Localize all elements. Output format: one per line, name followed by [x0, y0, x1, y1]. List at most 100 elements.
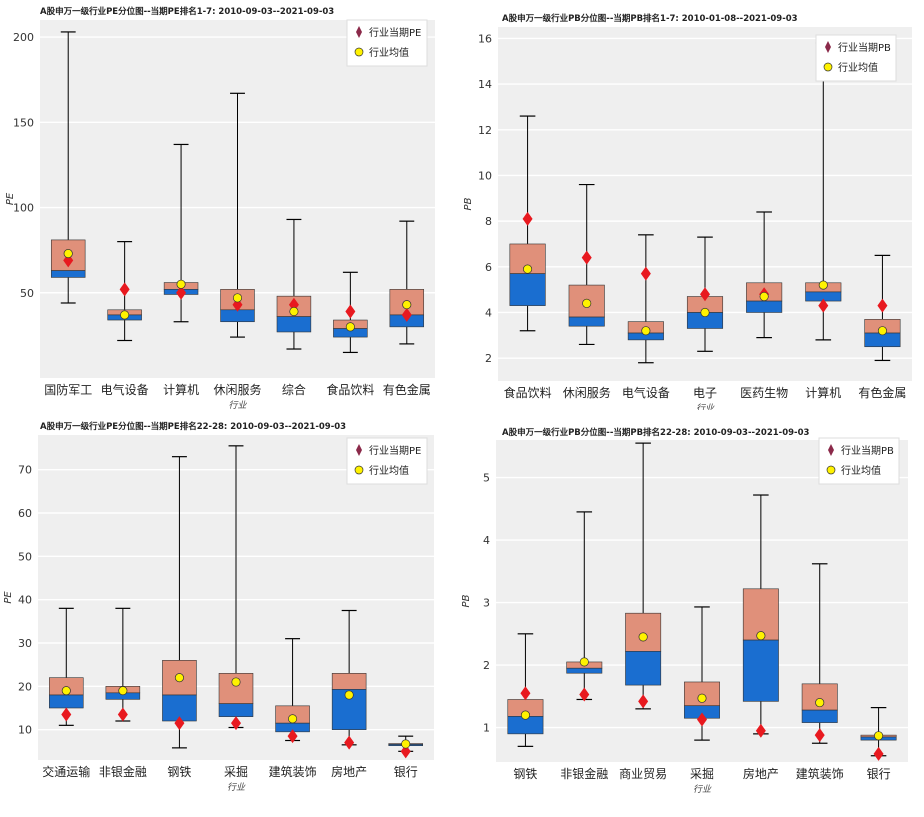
legend-box — [815, 34, 897, 82]
box-4 — [218, 445, 254, 731]
legend-current-marker — [825, 41, 831, 53]
mean-marker — [118, 686, 128, 696]
box-5 — [742, 494, 779, 738]
current-value-marker — [174, 716, 185, 731]
current-value-marker — [287, 729, 298, 744]
mean-marker — [700, 307, 710, 318]
box-upper-q3-median — [218, 673, 254, 704]
mean-marker — [874, 731, 884, 741]
chart-title: A股申万一级行业PB分位图--当期PB排名22-28: 2010-09-03--… — [502, 428, 810, 438]
x-category-label: 建筑装饰 — [269, 764, 317, 779]
box-2 — [107, 241, 142, 342]
current-value-marker — [818, 298, 829, 313]
legend-current-marker — [356, 444, 362, 456]
x-category-label: 休闲服务 — [563, 385, 611, 400]
mean-marker — [63, 249, 73, 259]
mean-marker — [344, 690, 354, 700]
y-tick-label: 40 — [18, 594, 32, 607]
current-value-marker — [873, 746, 884, 761]
current-value-marker — [638, 694, 649, 709]
y-tick-label: 70 — [18, 464, 32, 477]
mean-marker — [815, 698, 825, 708]
legend-label-current: 行业当期PE — [369, 26, 421, 39]
chart-panel-pe-top: A股申万一级行业PE分位图--当期PE排名1-7: 2010-09-03--20… — [0, 0, 460, 410]
current-value-marker — [344, 735, 355, 750]
y-tick-label: 1 — [483, 722, 490, 735]
x-axis-label: 行业 — [696, 403, 715, 410]
box-lower-median-q1 — [801, 709, 838, 723]
legend: 行业当期PE 行业均值 — [346, 437, 428, 485]
y-tick-label: 6 — [485, 261, 492, 274]
x-category-label: 银行 — [394, 765, 418, 779]
mean-marker — [402, 300, 412, 310]
y-tick-label: 60 — [18, 507, 32, 520]
mean-marker — [288, 714, 298, 724]
x-category-label: 非银金融 — [560, 766, 608, 781]
chart-title: A股申万一级行业PE分位图--当期PE排名1-7: 2010-09-03--20… — [40, 7, 335, 17]
y-tick-label: 4 — [485, 306, 492, 319]
mean-marker — [579, 657, 589, 667]
box-2 — [566, 511, 603, 702]
x-category-label: 休闲服务 — [213, 382, 261, 397]
y-tick-label: 2 — [485, 352, 492, 365]
box-3 — [625, 442, 662, 710]
legend-label-mean: 行业均值 — [838, 61, 878, 74]
y-tick-label: 50 — [20, 287, 34, 300]
current-value-marker — [520, 686, 531, 701]
box-5 — [276, 218, 312, 350]
box-1 — [49, 607, 84, 726]
box-lower-median-q1 — [746, 300, 783, 313]
mean-marker — [232, 293, 243, 303]
mean-marker — [345, 322, 355, 332]
current-value-marker — [579, 687, 590, 702]
legend: 行业当期PB 行业均值 — [815, 34, 897, 82]
legend-mean-marker — [826, 465, 836, 475]
current-value-marker — [814, 728, 825, 743]
chart-title: A股申万一级行业PE分位图--当期PE排名22-28: 2010-09-03--… — [40, 422, 347, 432]
x-axis-label: 行业 — [693, 784, 712, 795]
y-tick-label: 16 — [478, 32, 492, 45]
legend-current-marker — [356, 26, 362, 38]
legend-mean-marker — [354, 47, 364, 57]
box-6 — [801, 563, 838, 744]
box-1 — [509, 115, 546, 332]
legend-label-current: 行业当期PE — [369, 444, 421, 457]
box-3 — [163, 143, 199, 323]
y-tick-label: 10 — [478, 169, 492, 182]
legend-box — [346, 19, 428, 67]
x-category-label: 有色金属 — [383, 382, 431, 397]
mean-marker — [697, 693, 707, 703]
x-category-label: 非银金融 — [99, 764, 147, 779]
box-lower-median-q1 — [568, 316, 605, 327]
y-tick-label: 5 — [483, 472, 490, 485]
y-axis-label: PB — [462, 594, 472, 607]
legend-box — [346, 437, 428, 485]
box-1 — [50, 31, 86, 304]
current-value-marker — [176, 285, 187, 300]
current-value-marker — [522, 211, 533, 226]
x-category-label: 综合 — [282, 382, 306, 397]
box-4 — [220, 92, 255, 338]
y-tick-label: 8 — [485, 215, 492, 228]
mean-marker — [638, 632, 648, 642]
legend-mean-marker — [823, 62, 833, 72]
box-5 — [746, 211, 783, 339]
box-upper-q3-median — [331, 673, 367, 690]
legend-mean-marker — [354, 465, 364, 475]
x-category-label: 建筑装饰 — [796, 766, 844, 781]
mean-marker — [520, 710, 530, 720]
mean-marker — [818, 280, 828, 290]
box-3 — [627, 234, 664, 364]
current-value-marker — [877, 298, 888, 313]
y-tick-label: 100 — [13, 202, 34, 215]
legend-label-mean: 行业均值 — [369, 46, 409, 59]
box-7 — [389, 220, 425, 345]
chart-title: A股申万一级行业PB分位图--当期PB排名1-7: 2010-01-08--20… — [502, 14, 798, 24]
legend: 行业当期PB 行业均值 — [818, 437, 900, 485]
mean-marker — [401, 739, 411, 749]
x-category-label: 计算机 — [805, 385, 841, 400]
box-lower-median-q1 — [742, 639, 779, 702]
legend-label-mean: 行业均值 — [841, 464, 881, 477]
